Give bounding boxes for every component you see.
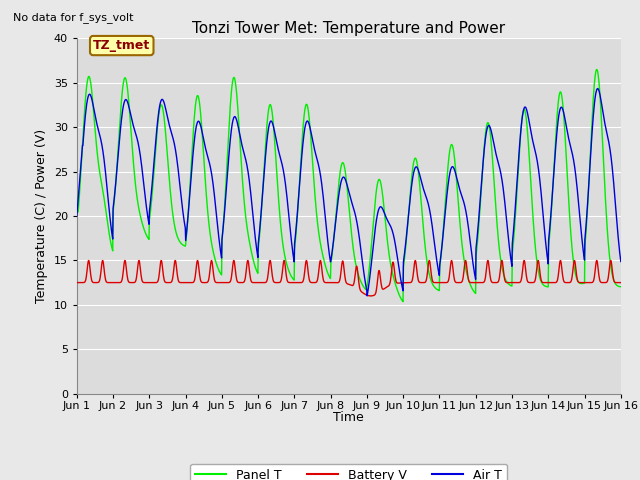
Title: Tonzi Tower Met: Temperature and Power: Tonzi Tower Met: Temperature and Power	[192, 21, 506, 36]
X-axis label: Time: Time	[333, 410, 364, 423]
Text: No data for f_sys_volt: No data for f_sys_volt	[13, 12, 133, 23]
Text: TZ_tmet: TZ_tmet	[93, 39, 150, 52]
Legend: Panel T, Battery V, Air T: Panel T, Battery V, Air T	[190, 464, 508, 480]
Y-axis label: Temperature (C) / Power (V): Temperature (C) / Power (V)	[35, 129, 48, 303]
